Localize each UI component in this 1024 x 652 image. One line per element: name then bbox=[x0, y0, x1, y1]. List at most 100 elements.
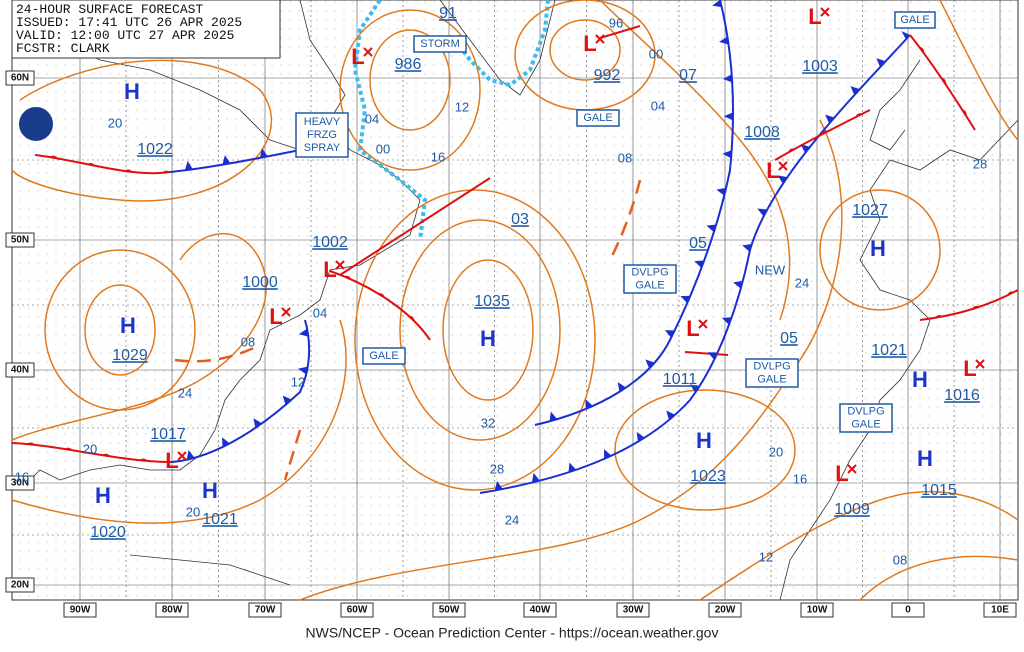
warning-box bbox=[894, 11, 936, 29]
warning-label: GALE bbox=[900, 14, 929, 26]
isobar-label: 00 bbox=[376, 141, 390, 156]
header-line: ISSUED: 17:41 UTC 26 APR 2025 bbox=[16, 15, 242, 30]
isobar bbox=[819, 189, 941, 311]
central-pressure: 1027 bbox=[852, 202, 888, 219]
cold-front bbox=[169, 149, 301, 173]
cold-front bbox=[479, 34, 911, 494]
cold-front-barb bbox=[253, 418, 262, 428]
cold-front-barb bbox=[585, 399, 593, 410]
warm-front bbox=[11, 442, 173, 463]
cold-front-barb bbox=[186, 450, 195, 460]
coast-europe-africa bbox=[779, 119, 1019, 601]
warm-front-barb bbox=[124, 169, 133, 173]
cold-front-barb bbox=[666, 410, 676, 420]
central-pressure: 1011 bbox=[663, 371, 698, 388]
cold-front-barb bbox=[777, 175, 788, 184]
lon-label: 70W bbox=[255, 605, 276, 616]
isobar bbox=[11, 319, 347, 524]
coast-caribbean bbox=[129, 554, 291, 586]
cold-front-barb bbox=[694, 260, 705, 269]
central-pressure: 1023 bbox=[690, 468, 726, 485]
cold-front-barb bbox=[604, 449, 612, 459]
graticule bbox=[12, 0, 1018, 600]
lon-label: 20W bbox=[715, 605, 736, 616]
central-pressure: 1000 bbox=[242, 274, 278, 291]
isobar-label: 07 bbox=[679, 67, 697, 84]
high-symbol: H bbox=[95, 483, 111, 508]
isobar-label: 91 bbox=[439, 5, 457, 22]
cold-front-barb bbox=[549, 411, 558, 422]
warm-front-barb bbox=[821, 130, 829, 135]
isobar-label: 08 bbox=[618, 150, 632, 165]
isobar bbox=[354, 189, 596, 491]
high-symbol: H bbox=[696, 428, 712, 453]
isobar-label: 24 bbox=[178, 385, 192, 400]
fronts bbox=[11, 0, 1019, 494]
lon-label: 60W bbox=[347, 605, 368, 616]
cold-front-barb bbox=[184, 160, 193, 171]
cold-front-barb bbox=[757, 208, 768, 217]
lon-label-box bbox=[983, 602, 1017, 618]
warm-front-barb bbox=[855, 113, 863, 118]
high-symbol: H bbox=[480, 326, 496, 351]
cold-front-barb bbox=[298, 366, 308, 375]
cold-front-barb bbox=[876, 58, 886, 68]
storm-track bbox=[339, 25, 729, 356]
warm-front bbox=[329, 270, 431, 341]
warning-box bbox=[745, 358, 799, 388]
cold-front-barb bbox=[222, 437, 230, 448]
isobar bbox=[442, 259, 534, 401]
central-pressure: 1017 bbox=[150, 426, 186, 443]
isobar bbox=[84, 284, 156, 376]
central-pressure: 1021 bbox=[202, 511, 238, 528]
warm-front-barb bbox=[377, 293, 385, 298]
isobar-label: 04 bbox=[651, 98, 665, 113]
lat-label: 30N bbox=[11, 478, 29, 489]
lon-label-box bbox=[708, 602, 742, 618]
lat-label: 20N bbox=[11, 580, 29, 591]
cold-front-barb bbox=[721, 317, 732, 325]
warning-label: GALE bbox=[583, 112, 612, 124]
isobar bbox=[549, 19, 621, 81]
isobar bbox=[399, 219, 561, 441]
isobars bbox=[11, 0, 1019, 601]
lon-label-box bbox=[63, 602, 97, 618]
lon-label-box bbox=[523, 602, 557, 618]
cold-front-barb bbox=[707, 352, 718, 360]
isobar-label: 24 bbox=[795, 275, 809, 290]
cold-front-barb bbox=[723, 112, 733, 121]
warning-label: GALE bbox=[369, 350, 398, 362]
lon-label: 50W bbox=[439, 605, 460, 616]
cold-front-barb bbox=[722, 150, 732, 159]
warning-box bbox=[362, 347, 406, 365]
warm-front-barb bbox=[962, 109, 967, 117]
low-symbol: L bbox=[686, 316, 699, 341]
isobar-label: 03 bbox=[511, 211, 529, 228]
low-marker bbox=[820, 7, 830, 17]
isobar-label: 24 bbox=[505, 512, 519, 527]
cold-front-barb bbox=[719, 36, 729, 45]
cold-front-barb bbox=[712, 0, 722, 8]
central-pressure: 1003 bbox=[802, 58, 838, 75]
isobar-label: 20 bbox=[186, 504, 200, 519]
isobar bbox=[939, 0, 1019, 141]
cold-front-barb bbox=[259, 148, 268, 158]
low-marker bbox=[177, 451, 187, 461]
central-pressure: 1008 bbox=[744, 124, 780, 141]
warning-label: DVLPG GALE bbox=[753, 360, 790, 385]
isobar-label: 05 bbox=[780, 330, 798, 347]
lat-label-box bbox=[5, 362, 35, 378]
cold-front-barb bbox=[722, 74, 733, 83]
high-symbol: H bbox=[124, 79, 140, 104]
cold-front-barb bbox=[706, 224, 717, 233]
lon-label-box bbox=[155, 602, 189, 618]
warning-box bbox=[623, 264, 677, 294]
high-symbol: H bbox=[870, 236, 886, 261]
central-pressure: 1009 bbox=[834, 501, 870, 518]
isobar bbox=[699, 490, 1019, 601]
low-marker bbox=[698, 319, 708, 329]
cold-front-barb bbox=[282, 395, 292, 405]
lon-label-box bbox=[891, 602, 925, 618]
isobar-label: 08 bbox=[241, 334, 255, 349]
